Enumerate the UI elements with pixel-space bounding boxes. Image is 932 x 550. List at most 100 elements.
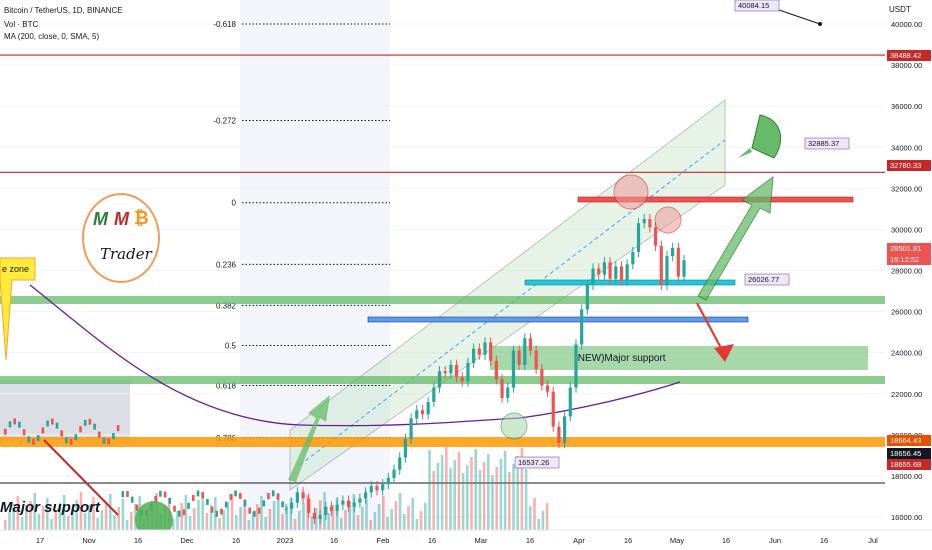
candle-body-57 — [608, 262, 612, 279]
candle-body-55 — [597, 268, 601, 275]
price-tag-8 — [887, 448, 931, 459]
volume-bar-74 — [314, 508, 318, 530]
volume-bar-104 — [440, 455, 444, 530]
candle-body-28 — [443, 371, 447, 374]
volume-bar-3 — [16, 496, 20, 530]
volume-bar-4 — [20, 517, 24, 530]
candle-body-67 — [665, 256, 669, 285]
volume-bar-17 — [75, 500, 78, 530]
volume-bar-7 — [33, 493, 36, 530]
fib-label-3: 0.236 — [216, 260, 237, 269]
volume-bar-59 — [251, 512, 255, 530]
early-candle-26 — [126, 491, 129, 498]
x-tick-label-10: 16 — [526, 536, 534, 545]
candle-body-0 — [284, 508, 288, 510]
candle-body-45 — [540, 369, 544, 386]
candle-body-56 — [602, 262, 606, 275]
volume-bar-82 — [348, 502, 351, 530]
early-candle-47 — [224, 501, 228, 508]
bullish-arrow — [697, 175, 774, 301]
price-tag-label-7: 18664.43 — [890, 436, 921, 445]
volume-bar-110 — [466, 465, 469, 530]
fib-label-4: 0.382 — [216, 301, 237, 310]
early-candle-28 — [135, 504, 139, 511]
early-candle-54 — [257, 507, 261, 514]
top-circle — [613, 174, 649, 210]
volume-bar-106 — [449, 468, 452, 530]
candle-body-37 — [494, 360, 498, 380]
candle-body-39 — [506, 387, 510, 398]
early-candle-37 — [177, 510, 181, 517]
price-tag-9 — [887, 459, 931, 470]
volume-bar-69 — [293, 519, 297, 530]
volume-bar-53 — [226, 502, 230, 530]
price-tag-label-0: 40084.15 — [738, 1, 769, 10]
volume-bar-77 — [327, 513, 330, 530]
early-candle-49 — [234, 490, 237, 497]
early-candle-33 — [159, 490, 162, 497]
volume-bar-96 — [407, 506, 410, 530]
ma-200-line — [29, 284, 681, 427]
y-tick-label-6: 28000.00 — [891, 267, 922, 276]
volume-bar-61 — [260, 496, 263, 530]
volume-bar-46 — [197, 500, 200, 530]
candle-body-35 — [483, 342, 487, 355]
volume-bar-51 — [218, 518, 221, 530]
candle-body-16 — [375, 486, 379, 491]
volume-bar-97 — [411, 498, 414, 530]
logo-word: Trader — [100, 245, 152, 263]
price-tag-5 — [887, 254, 931, 265]
volume-bar-119 — [503, 451, 507, 530]
price-tag-label-8: 18656.45 — [890, 449, 921, 458]
logo-letter-m2: M — [114, 209, 129, 229]
volume-legend: Vol · BTC — [4, 20, 39, 29]
early-candle-23 — [112, 433, 115, 440]
volume-bar-22 — [96, 518, 99, 530]
candle-body-38 — [500, 379, 504, 398]
candle-body-26 — [432, 387, 436, 402]
candle-body-51 — [574, 344, 578, 388]
candle-body-53 — [585, 284, 589, 310]
candle-body-6 — [318, 514, 322, 520]
candle-body-47 — [551, 391, 555, 427]
volume-bar-126 — [533, 498, 536, 530]
early-candle-3 — [18, 421, 21, 428]
candle-body-22 — [409, 418, 413, 439]
candle-body-40 — [511, 350, 516, 388]
early-candle-40 — [192, 494, 195, 501]
volume-bar-58 — [247, 520, 251, 530]
price-tag-label-2: 32780.33 — [890, 161, 921, 170]
volume-bar-111 — [470, 457, 473, 530]
x-tick-label-1: Nov — [82, 536, 96, 545]
candle-body-66 — [659, 245, 663, 285]
early-candle-13 — [65, 437, 68, 444]
early-candle-25 — [121, 491, 125, 498]
red-resistance-line — [577, 196, 854, 203]
volume-bar-125 — [529, 506, 532, 530]
early-candle-11 — [55, 422, 59, 429]
candle-body-20 — [398, 457, 402, 470]
volume-bar-67 — [285, 506, 288, 530]
x-tick-label-7: Feb — [377, 536, 390, 545]
price-tag-4 — [887, 243, 931, 254]
early-candle-52 — [248, 507, 251, 514]
candle-body-34 — [477, 348, 481, 355]
early-candle-2 — [13, 418, 16, 425]
volume-bar-18 — [79, 492, 83, 530]
volume-bar-27 — [117, 507, 120, 530]
early-candle-12 — [60, 430, 63, 437]
early-candle-10 — [51, 418, 54, 425]
fib-label-2: 0 — [232, 199, 237, 208]
early-candle-35 — [168, 497, 172, 504]
blue-level-line — [367, 316, 749, 323]
y-tick-label-10: 36000.00 — [891, 102, 922, 111]
y-tick-label-9: 34000.00 — [891, 143, 922, 152]
x-tick-label-0: 17 — [36, 536, 44, 545]
candle-body-63 — [642, 219, 646, 224]
volume-bar-9 — [41, 506, 45, 530]
pointer-line — [778, 9, 821, 25]
y-axis-unit: USDT — [889, 5, 911, 14]
volume-bar-85 — [361, 507, 364, 530]
volume-bar-129 — [545, 503, 549, 530]
